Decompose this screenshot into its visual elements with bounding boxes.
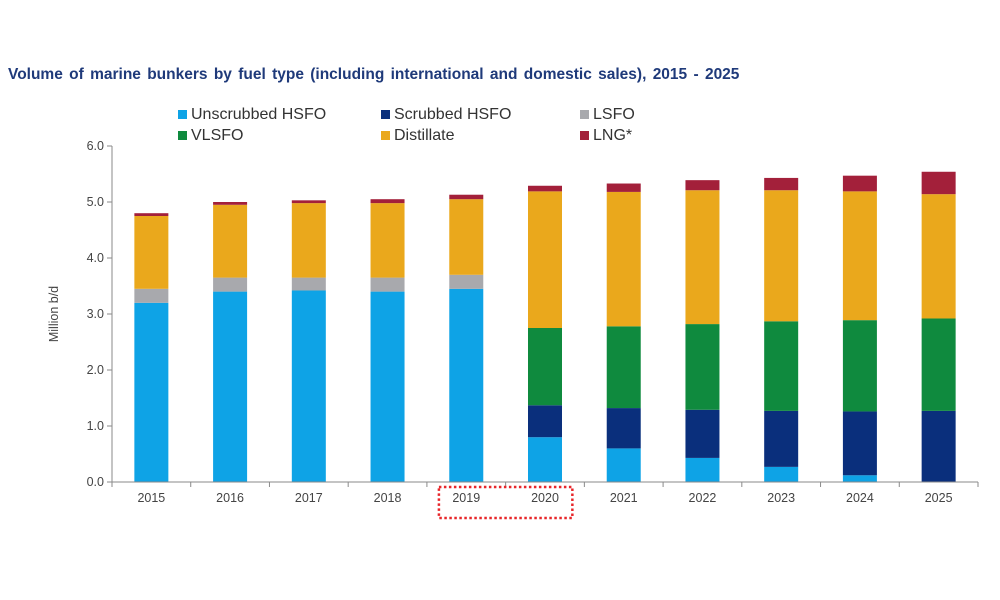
bar-lsfo-2018 — [370, 277, 405, 292]
bar-lng-2024 — [842, 175, 877, 192]
bar-stack-2023 — [764, 177, 799, 482]
x-tick-label-2024: 2024 — [846, 491, 874, 505]
bar-lng-2016 — [213, 202, 248, 205]
bar-scrubbed-hsfo-2021 — [606, 408, 641, 449]
bar-stack-2020 — [528, 185, 562, 482]
bar-stack-2019 — [449, 194, 484, 482]
bar-stack-2018 — [370, 199, 405, 482]
bar-scrubbed-hsfo-2025 — [921, 410, 956, 482]
x-axis: 2015 2016 2017 2018 2019 2020 2021 2022 2023 2024… — [111, 481, 979, 505]
x-tick-label-2023: 2023 — [767, 491, 795, 505]
bar-distillate-2025 — [921, 194, 956, 319]
bar-lng-2015 — [134, 213, 169, 216]
bar-vlsfo-2022 — [685, 324, 720, 410]
bar-unscrubbed-hsfo-2020 — [528, 437, 562, 482]
bar-stack-2022 — [685, 180, 720, 482]
y-tick-label: 3.0 — [87, 307, 104, 321]
highlight-box-group — [437, 485, 574, 520]
bar-vlsfo-2023 — [764, 321, 799, 411]
y-tick-label: 4.0 — [87, 251, 104, 265]
legend-label-unscrubbed-hsfo: Unscrubbed HSFO — [191, 106, 326, 123]
bar-lsfo-2019 — [449, 274, 484, 289]
y-axis: 0.0 1.0 2.0 3.0 4.0 5.0 6.0 Million b/d — [47, 139, 113, 489]
bar-scrubbed-hsfo-2024 — [842, 411, 877, 476]
x-tick-label-2025: 2025 — [925, 491, 953, 505]
y-tick-label: 2.0 — [87, 363, 104, 377]
bar-lsfo-2015 — [134, 288, 169, 303]
legend-swatch-lng — [580, 131, 589, 140]
bar-distillate-2024 — [842, 191, 877, 321]
bar-distillate-2016 — [213, 204, 248, 278]
bar-lng-2019 — [449, 194, 484, 200]
y-tick-label: 0.0 — [87, 475, 104, 489]
legend-swatch-distillate — [381, 131, 390, 140]
bar-unscrubbed-hsfo-2023 — [764, 466, 799, 482]
bar-lng-2025 — [921, 171, 956, 195]
bar-vlsfo-2025 — [921, 318, 956, 411]
x-tick-label-2015: 2015 — [137, 491, 165, 505]
y-tick-label: 1.0 — [87, 419, 104, 433]
chart-title: Volume of marine bunkers by fuel type (i… — [8, 66, 740, 83]
legend-swatch-unscrubbed-hsfo — [178, 110, 187, 119]
legend-label-vlsfo: VLSFO — [191, 127, 243, 144]
y-axis-title: Million b/d — [47, 286, 61, 342]
x-tick-label-2019: 2019 — [452, 491, 480, 505]
x-tick-label-2020: 2020 — [531, 491, 559, 505]
bar-unscrubbed-hsfo-2017 — [291, 290, 326, 482]
bar-lng-2017 — [291, 200, 326, 204]
legend-label-lng: LNG* — [593, 127, 632, 144]
legend-swatch-lsfo — [580, 110, 589, 119]
bar-unscrubbed-hsfo-2024 — [842, 475, 877, 482]
bar-distillate-2017 — [291, 203, 326, 278]
y-tick-label: 6.0 — [87, 139, 104, 153]
bar-stack-2017 — [291, 200, 326, 482]
bar-distillate-2023 — [764, 190, 799, 322]
legend-label-distillate: Distillate — [394, 127, 455, 144]
x-tick-label-2022: 2022 — [689, 491, 717, 505]
bar-vlsfo-2024 — [842, 320, 877, 412]
bar-distillate-2022 — [685, 190, 720, 325]
bar-vlsfo-2020 — [528, 328, 562, 406]
x-tick-label-2017: 2017 — [295, 491, 323, 505]
bars — [134, 171, 956, 482]
bar-scrubbed-hsfo-2023 — [764, 410, 799, 467]
bar-distillate-2015 — [134, 216, 169, 289]
bar-distillate-2020 — [528, 191, 562, 328]
bar-scrubbed-hsfo-2020 — [528, 405, 562, 438]
legend-swatch-vlsfo — [178, 131, 187, 140]
legend: Unscrubbed HSFO Scrubbed HSFO LSFO VLSFO Dis… — [178, 106, 635, 144]
x-tick-label-2021: 2021 — [610, 491, 638, 505]
bar-unscrubbed-hsfo-2022 — [685, 457, 720, 482]
x-tick-label-2016: 2016 — [216, 491, 244, 505]
bar-stack-2024 — [842, 175, 877, 482]
bar-unscrubbed-hsfo-2018 — [370, 291, 405, 482]
legend-swatch-scrubbed-hsfo — [381, 110, 390, 119]
bar-stack-2025 — [921, 171, 956, 482]
bar-unscrubbed-hsfo-2021 — [606, 448, 641, 482]
legend-label-lsfo: LSFO — [593, 106, 635, 123]
bar-lng-2021 — [606, 183, 641, 192]
bar-scrubbed-hsfo-2022 — [685, 409, 720, 458]
bar-unscrubbed-hsfo-2015 — [134, 302, 169, 482]
y-tick-label: 5.0 — [87, 195, 104, 209]
bar-vlsfo-2021 — [606, 326, 641, 409]
bar-unscrubbed-hsfo-2019 — [449, 288, 484, 482]
highlight-box — [437, 485, 574, 520]
bar-distillate-2019 — [449, 199, 484, 275]
legend-label-scrubbed-hsfo: Scrubbed HSFO — [394, 106, 511, 123]
bar-unscrubbed-hsfo-2016 — [213, 291, 248, 482]
bar-lsfo-2016 — [213, 277, 248, 292]
bar-lsfo-2017 — [291, 277, 326, 291]
bar-stack-2021 — [606, 183, 641, 482]
bar-lng-2022 — [685, 180, 720, 191]
bar-lng-2023 — [764, 177, 799, 191]
bar-lng-2018 — [370, 199, 405, 204]
bar-lng-2020 — [528, 185, 562, 192]
bar-stack-2016 — [213, 202, 248, 482]
x-tick-label-2018: 2018 — [374, 491, 402, 505]
bar-distillate-2021 — [606, 191, 641, 327]
bar-distillate-2018 — [370, 203, 405, 278]
bar-stack-2015 — [134, 213, 169, 482]
